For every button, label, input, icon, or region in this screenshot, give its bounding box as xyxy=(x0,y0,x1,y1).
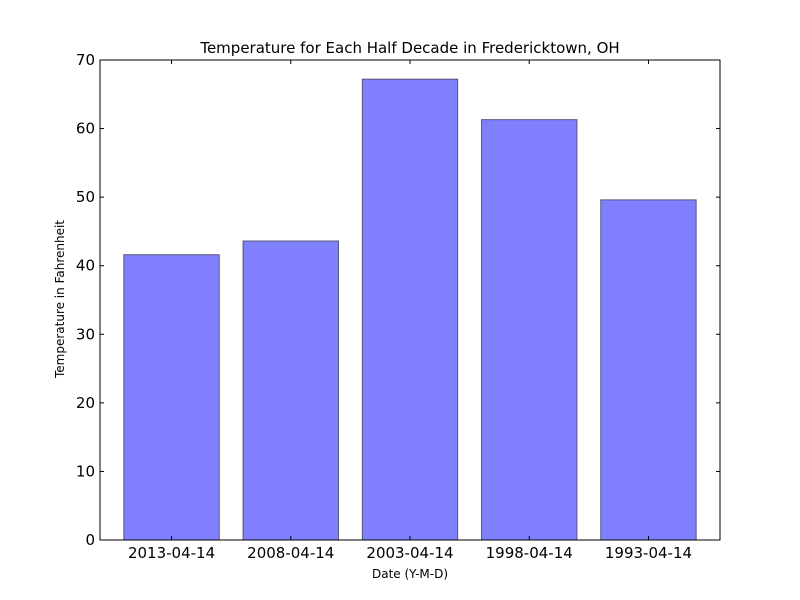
ticks-group: 2013-04-14 2008-04-14 2003-04-14 1998-04-14… xyxy=(76,51,720,562)
bar-1993-04-14 xyxy=(600,199,697,541)
y-tick-label: 20 xyxy=(76,394,95,412)
bar-2003-04-14 xyxy=(361,78,459,541)
bars-group xyxy=(123,78,697,541)
y-axis-label: Temperature in Fahrenheit xyxy=(53,220,67,379)
y-tick-label: 50 xyxy=(76,188,95,206)
plot-frame xyxy=(99,59,721,541)
x-axis-label: Date (Y-M-D) xyxy=(372,567,448,581)
y-tick-label: 10 xyxy=(76,462,95,480)
x-tick-label: 2013-04-14 xyxy=(128,544,215,562)
x-tick-label: 2003-04-14 xyxy=(366,544,453,562)
bar-2013-04-14 xyxy=(123,254,220,541)
y-tick-label: 60 xyxy=(76,120,95,138)
y-tick-label: 70 xyxy=(76,51,95,69)
x-tick-label: 1993-04-14 xyxy=(605,544,692,562)
y-tick-label: 30 xyxy=(76,325,95,343)
y-tick-label: 40 xyxy=(76,257,95,275)
chart-title: Temperature for Each Half Decade in Fred… xyxy=(199,39,619,57)
x-tick-label: 1998-04-14 xyxy=(486,544,573,562)
bar-2008-04-14 xyxy=(242,240,339,541)
x-tick-label: 2008-04-14 xyxy=(247,544,334,562)
y-tick-label: 0 xyxy=(85,531,95,549)
bar-1998-04-14 xyxy=(481,119,578,541)
